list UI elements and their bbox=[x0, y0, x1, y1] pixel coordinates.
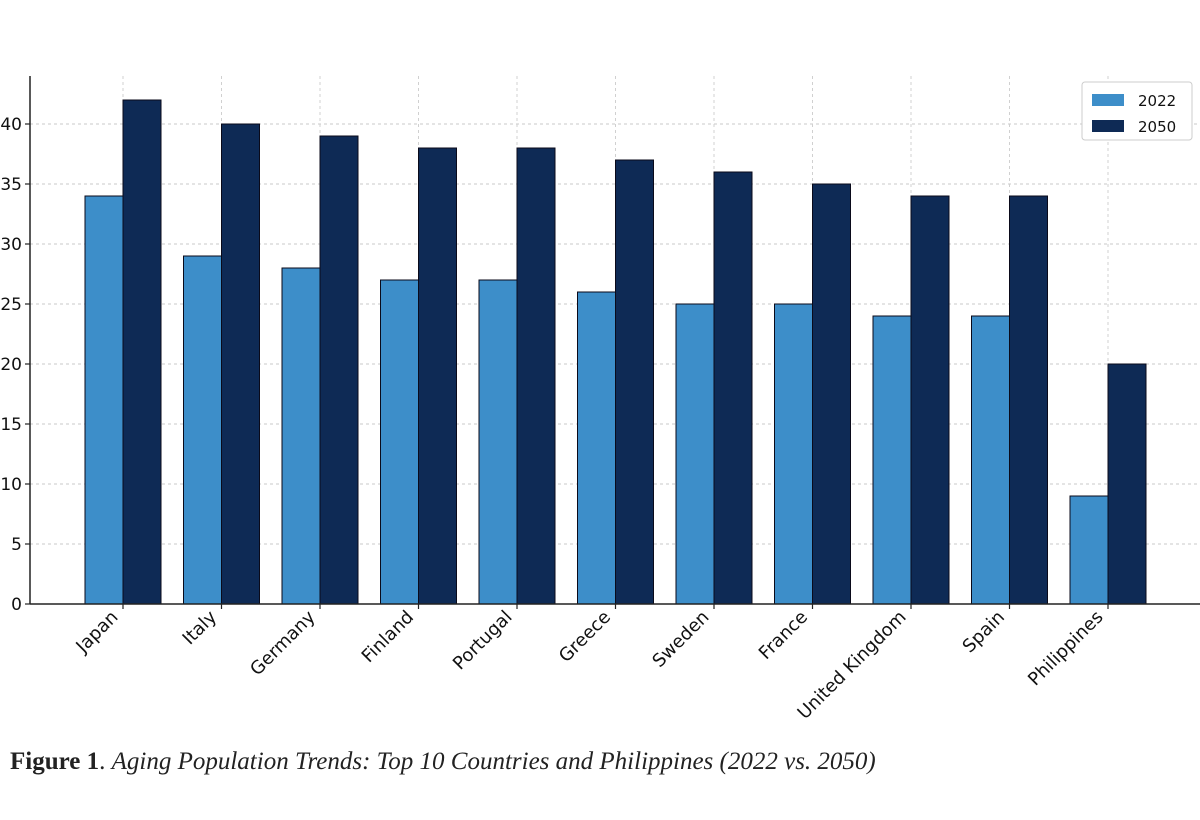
bar-2050-portugal bbox=[516, 147, 556, 605]
y-tick-label: 30 bbox=[0, 235, 22, 255]
legend: 2022 2050 bbox=[1081, 81, 1193, 141]
x-tick-label: Portugal bbox=[449, 607, 517, 675]
bar-2022-sweden bbox=[675, 303, 715, 605]
bar-2050-greece bbox=[615, 159, 654, 605]
bar-2050-japan bbox=[122, 99, 162, 605]
bar-2022-greece bbox=[577, 291, 616, 605]
bar-2050-sweden bbox=[713, 171, 753, 605]
x-axis-labels: Japan Italy Germany Finland Portugal Greece Sw… bbox=[71, 604, 1109, 724]
legend-label-2050: 2050 bbox=[1138, 118, 1176, 136]
bar-2050-spain bbox=[1009, 195, 1048, 605]
y-tick-label: 25 bbox=[0, 295, 22, 315]
bar-2022-spain bbox=[971, 315, 1010, 605]
bars bbox=[84, 99, 1147, 605]
legend-swatch-2050 bbox=[1092, 120, 1124, 132]
y-tick-label: 0 bbox=[11, 595, 22, 615]
figure-caption: Figure 1. Aging Population Trends: Top 1… bbox=[10, 748, 876, 776]
x-tick-label: United Kingdom bbox=[794, 607, 911, 724]
x-tick-label: Germany bbox=[246, 606, 320, 680]
x-tick-label: Spain bbox=[959, 607, 1009, 657]
bar-2050-finland bbox=[418, 147, 457, 605]
x-tick-label: Sweden bbox=[648, 607, 713, 672]
x-tick-label: Greece bbox=[555, 607, 615, 667]
bar-2022-finland bbox=[380, 279, 419, 605]
x-tick-label: France bbox=[755, 607, 812, 664]
caption-separator: . bbox=[99, 748, 112, 775]
bar-2022-japan bbox=[84, 195, 124, 605]
y-tick-label: 10 bbox=[0, 475, 22, 495]
bar-2022-portugal bbox=[478, 279, 518, 605]
legend-swatch-2022 bbox=[1092, 94, 1124, 106]
x-tick-label: Finland bbox=[358, 607, 418, 667]
bar-2050-germany bbox=[319, 135, 359, 605]
y-tick-label: 20 bbox=[0, 355, 22, 375]
bar-2050-philippines bbox=[1107, 363, 1147, 605]
y-tick-label: 15 bbox=[0, 415, 22, 435]
bar-2050-france bbox=[812, 183, 851, 605]
bar-2022-philippines bbox=[1069, 495, 1109, 605]
bar-2050-united-kingdom bbox=[910, 195, 950, 605]
bar-2050-italy bbox=[221, 123, 260, 605]
x-tick-label: Japan bbox=[71, 607, 122, 658]
caption-label: Figure 1 bbox=[10, 748, 100, 775]
bar-chart: 0 5 10 15 20 25 30 35 40 Japan Italy Germany Finlan… bbox=[0, 76, 1200, 724]
legend-label-2022: 2022 bbox=[1138, 92, 1176, 110]
bar-2022-united-kingdom bbox=[872, 315, 912, 605]
caption-text: Aging Population Trends: Top 10 Countrie… bbox=[111, 748, 876, 775]
bar-2022-france bbox=[774, 303, 813, 605]
y-tick-label: 35 bbox=[0, 175, 22, 195]
y-tick-label: 5 bbox=[11, 535, 22, 555]
y-axis-ticks: 0 5 10 15 20 25 30 35 40 bbox=[0, 115, 30, 615]
y-tick-label: 40 bbox=[0, 115, 22, 135]
x-tick-label: Philippines bbox=[1024, 607, 1107, 690]
x-tick-label: Italy bbox=[179, 606, 222, 649]
bar-2022-germany bbox=[281, 267, 321, 605]
bar-2022-italy bbox=[183, 255, 222, 605]
